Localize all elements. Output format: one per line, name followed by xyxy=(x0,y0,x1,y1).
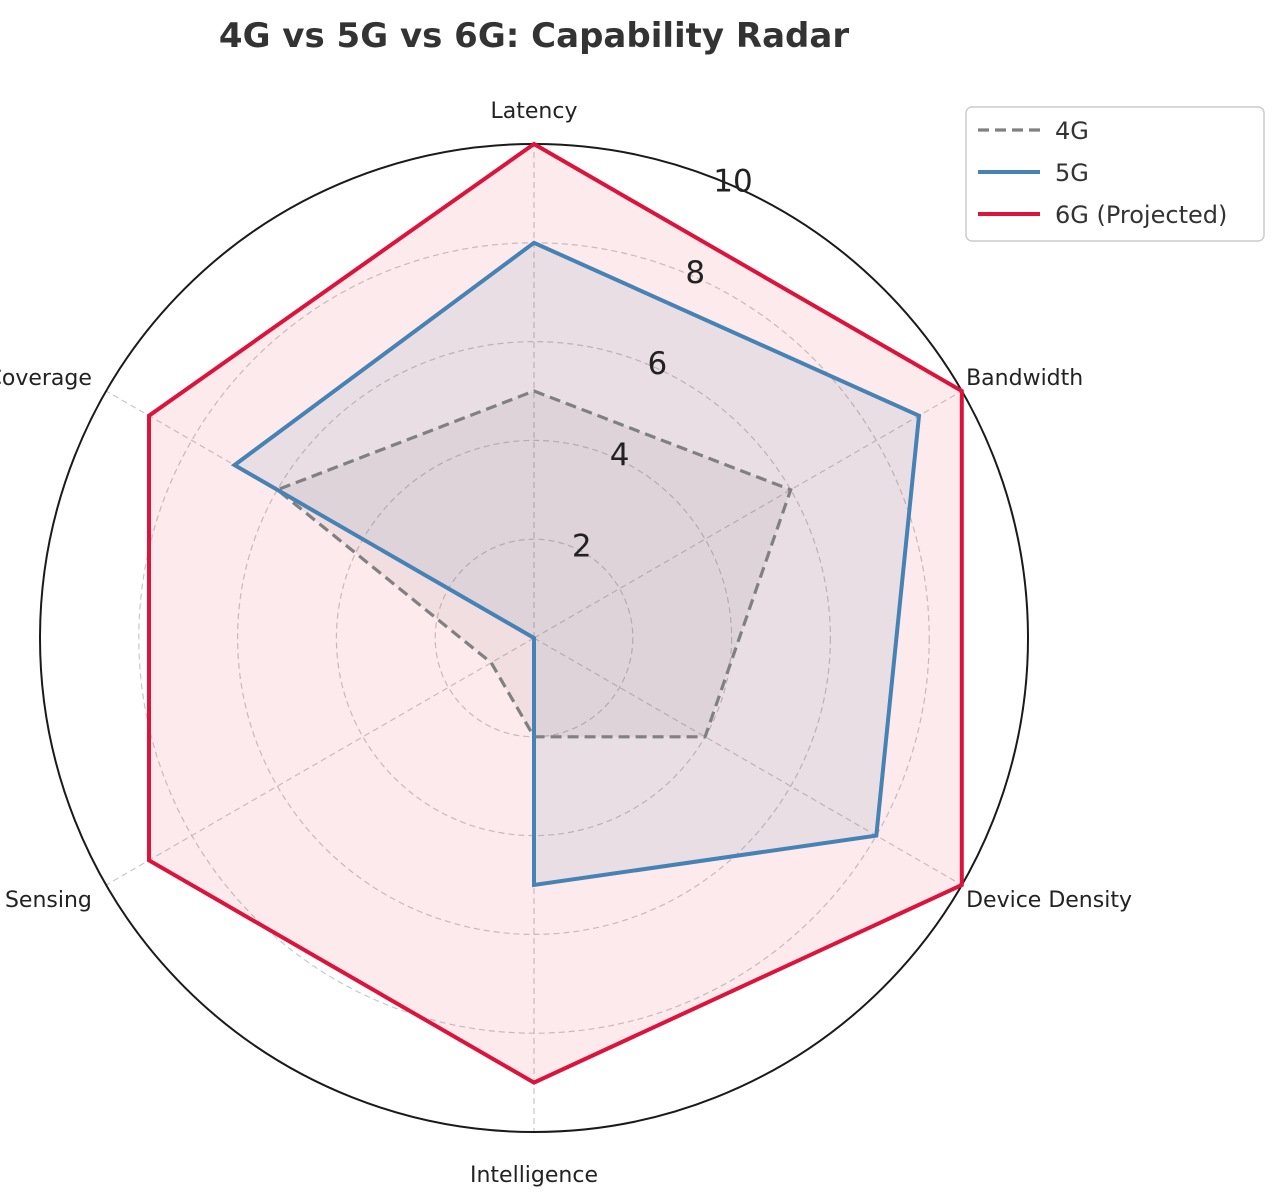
series-fill-4g xyxy=(277,391,791,737)
category-labels: Latency Bandwidth Device Density Intelligen… xyxy=(0,99,1132,1188)
series-line-6g-projected xyxy=(147,141,964,1085)
category-label-intelligence: Intelligence xyxy=(470,1163,598,1188)
legend-label-5g: 5G xyxy=(1055,159,1089,187)
grid-spoke xyxy=(533,637,963,886)
series-line-5g xyxy=(230,240,922,888)
category-label-device-density: Device Density xyxy=(966,888,1132,913)
grid-ring xyxy=(237,341,831,935)
series-fill-5g xyxy=(234,242,919,886)
chart-title: 4G vs 5G vs 6G: Capability Radar xyxy=(219,16,849,56)
grid-spoke xyxy=(533,390,963,639)
legend-label-4g: 4G xyxy=(1055,117,1089,145)
radar-series xyxy=(147,141,964,1085)
radial-tick-label: 2 xyxy=(572,529,592,565)
legend-label-6g-projected: 6G (Projected) xyxy=(1055,201,1227,229)
radial-tick-labels: 2 4 6 8 10 xyxy=(572,164,753,565)
legend-box xyxy=(965,106,1265,242)
grid-spoke xyxy=(105,637,535,886)
category-label-bandwidth: Bandwidth xyxy=(966,366,1083,391)
radial-tick-label: 4 xyxy=(610,437,630,473)
legend: 4G 5G 6G (Projected) xyxy=(965,106,1265,242)
radial-tick-label: 10 xyxy=(713,164,752,200)
radar-grid xyxy=(39,143,1029,1133)
radial-tick-label: 8 xyxy=(685,255,705,291)
radial-tick-label: 6 xyxy=(648,346,668,382)
category-label-latency: Latency xyxy=(491,99,578,124)
category-label-sensing: Sensing xyxy=(5,888,92,913)
category-label-coverage: Coverage xyxy=(0,366,92,391)
